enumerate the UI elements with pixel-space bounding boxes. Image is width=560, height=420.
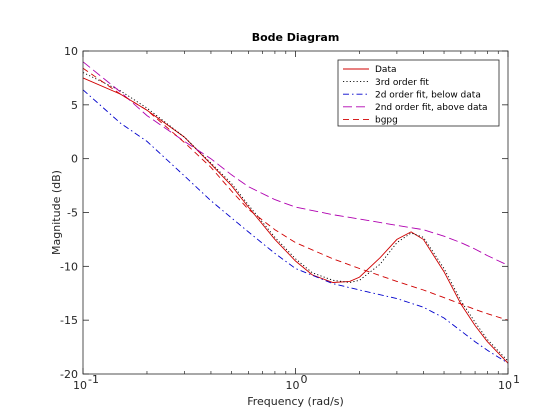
y-tick-label: -20 (60, 368, 78, 381)
y-tick-label: 0 (71, 153, 78, 166)
legend-label-1: 3rd order fit (375, 78, 429, 88)
x-tick-label: 10 (73, 379, 87, 392)
series-line-4 (82, 67, 509, 321)
y-axis-ticks: 10 5 0 -5 -10 -15 -20 (60, 45, 508, 381)
x-tick-exponent: -1 (88, 373, 99, 386)
legend-label-3: 2nd order fit, above data (375, 103, 488, 113)
legend-label-2: 2d order fit, below data (375, 90, 481, 100)
chart-title: Bode Diagram (252, 31, 340, 44)
legend: Data 3rd order fit 2d order fit, below dat… (337, 59, 500, 127)
x-tick-label: 10 (286, 379, 300, 392)
series-layer (82, 61, 509, 364)
series-line-2 (82, 89, 509, 364)
y-tick-label: 5 (71, 99, 78, 112)
x-tick-exponent: 1 (513, 373, 520, 386)
y-tick-label: -15 (60, 314, 78, 327)
series-line-3 (82, 61, 509, 266)
y-tick-label: -5 (67, 207, 78, 220)
x-tick-exponent: 0 (301, 373, 308, 386)
x-tick-label: 10 (498, 379, 512, 392)
x-axis-label: Frequency (rad/s) (247, 395, 344, 408)
y-tick-label: -10 (60, 260, 78, 273)
y-tick-label: 10 (64, 45, 78, 58)
legend-label-0: Data (375, 65, 397, 75)
y-axis-label: Magnitude (dB) (50, 170, 63, 255)
legend-label-4: bgpg (375, 116, 398, 126)
x-axis-ticks: 10 -1 10 0 10 1 (73, 51, 520, 392)
legend-box (337, 59, 500, 127)
